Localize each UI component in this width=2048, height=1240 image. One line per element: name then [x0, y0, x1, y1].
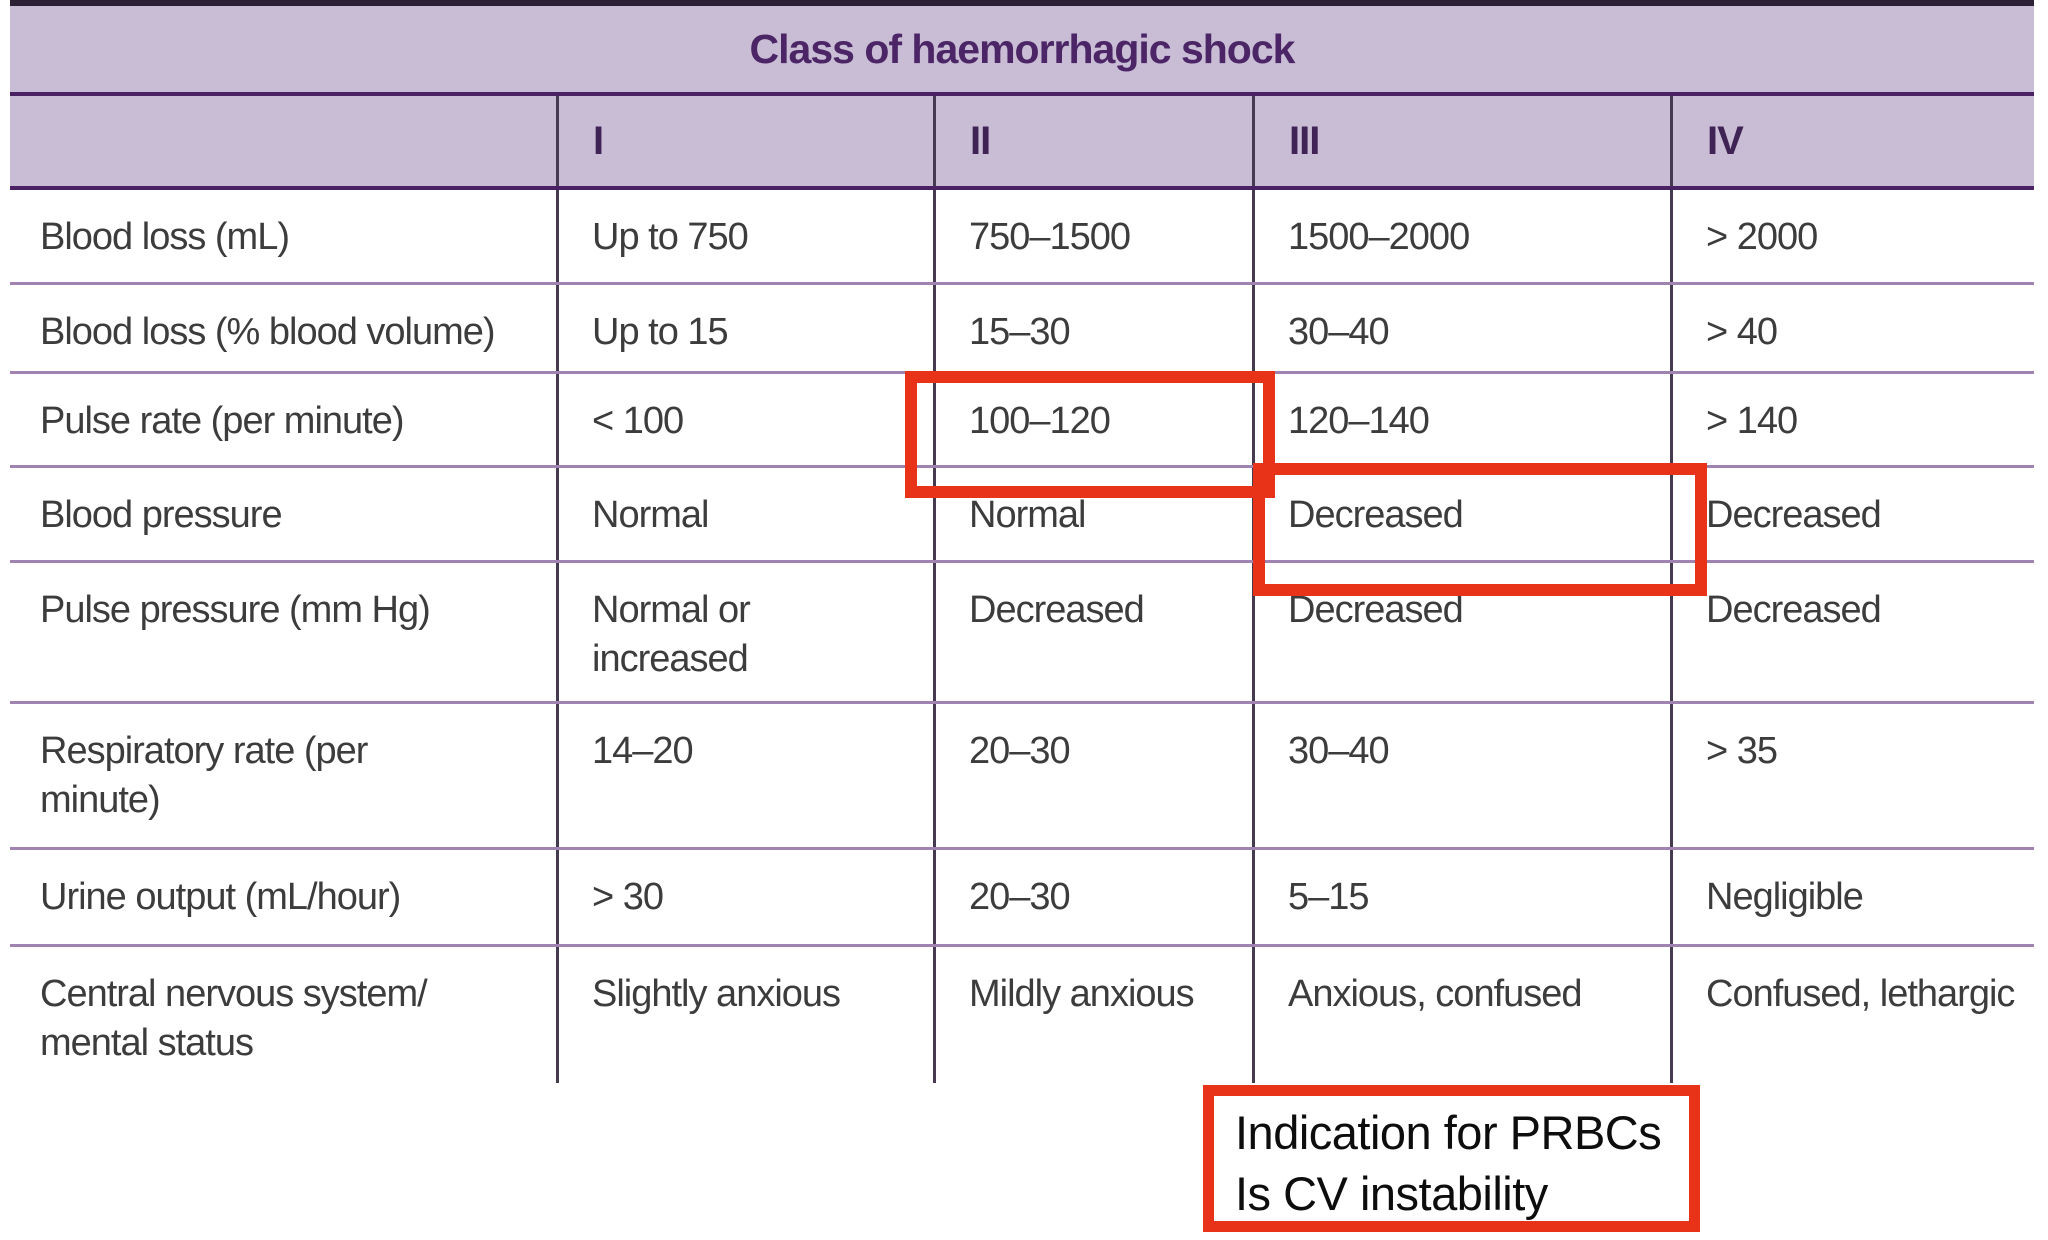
cell-value-highlighted: 100–120	[933, 374, 1252, 465]
cell-value: Mildly anxious	[933, 947, 1252, 1083]
row-label: Blood loss (mL)	[40, 216, 290, 258]
cell-value: > 2000	[1670, 190, 2034, 282]
cell-value: 5–15	[1252, 850, 1670, 944]
table-row-urine-output: Urine output (mL/hour) > 30 20–30 5–15 N…	[10, 850, 2034, 947]
haemorrhagic-shock-table: Class of haemorrhagic shock I II III IV …	[10, 0, 2034, 1083]
row-label: Blood loss (% blood volume)	[40, 311, 496, 353]
highlight-box-blood-pressure-class-3	[1253, 463, 1707, 596]
table-row-pulse-pressure: Pulse pressure (mm Hg) Normal or increas…	[10, 563, 2034, 704]
row-label: Respiratory rate (per minute)	[40, 730, 368, 821]
cell-value: 15–30	[933, 285, 1252, 371]
cell-value: 30–40	[1252, 704, 1670, 847]
cell-value: Up to 15	[556, 285, 933, 371]
column-header-class-3: III	[1252, 96, 1670, 186]
column-header-empty	[10, 96, 556, 186]
cell-value: Up to 750	[556, 190, 933, 282]
table-title: Class of haemorrhagic shock	[10, 0, 2034, 96]
cell-value: Confused, lethargic	[1670, 947, 2034, 1083]
cell-value: > 35	[1670, 704, 2034, 847]
table-row-respiratory-rate: Respiratory rate (per minute) 14–20 20–3…	[10, 704, 2034, 850]
table-row-pulse-rate: Pulse rate (per minute) < 100 100–120 12…	[10, 374, 2034, 468]
cell-value: Decreased	[1670, 563, 2034, 701]
table-row-blood-loss-ml: Blood loss (mL) Up to 750 750–1500 1500–…	[10, 190, 2034, 285]
cell-value: Decreased	[1670, 468, 2034, 560]
cell-value: < 100	[556, 374, 933, 465]
row-label: Central nervous system/ mental status	[40, 973, 428, 1064]
cell-value: 1500–2000	[1252, 190, 1670, 282]
cell-value: Slightly anxious	[556, 947, 933, 1083]
annotation-box-prbc-indication: Indication for PRBCs Is CV instability	[1203, 1085, 1700, 1232]
cell-value: 20–30	[933, 850, 1252, 944]
cell-value: Normal	[933, 468, 1252, 560]
row-label: Blood pressure	[40, 494, 283, 536]
cell-value: Negligible	[1670, 850, 2034, 944]
cell-value: 20–30	[933, 704, 1252, 847]
table-row-blood-loss-percent: Blood loss (% blood volume) Up to 15 15–…	[10, 285, 2034, 374]
row-label: Pulse rate (per minute)	[40, 400, 405, 442]
column-header-class-4: IV	[1670, 96, 2034, 186]
table-row-cns-mental-status: Central nervous system/ mental status Sl…	[10, 947, 2034, 1083]
cell-value: > 30	[556, 850, 933, 944]
cell-value: > 140	[1670, 374, 2034, 465]
cell-value: 14–20	[556, 704, 933, 847]
cell-value: Anxious, confused	[1252, 947, 1670, 1083]
cell-value: Normal or increased	[556, 563, 933, 701]
cell-value: > 40	[1670, 285, 2034, 371]
column-header-class-2: II	[933, 96, 1252, 186]
column-header-class-1: I	[556, 96, 933, 186]
row-label: Pulse pressure (mm Hg)	[40, 589, 431, 631]
cell-value: 120–140	[1252, 374, 1670, 465]
row-label: Urine output (mL/hour)	[40, 876, 401, 918]
cell-value: Decreased	[933, 563, 1252, 701]
column-header-row: I II III IV	[10, 96, 2034, 190]
cell-value: Normal	[556, 468, 933, 560]
cell-value: 750–1500	[933, 190, 1252, 282]
cell-value: 30–40	[1252, 285, 1670, 371]
highlight-box-pulse-rate-class-2	[905, 371, 1275, 498]
cell-value: Decreased	[1252, 563, 1670, 701]
